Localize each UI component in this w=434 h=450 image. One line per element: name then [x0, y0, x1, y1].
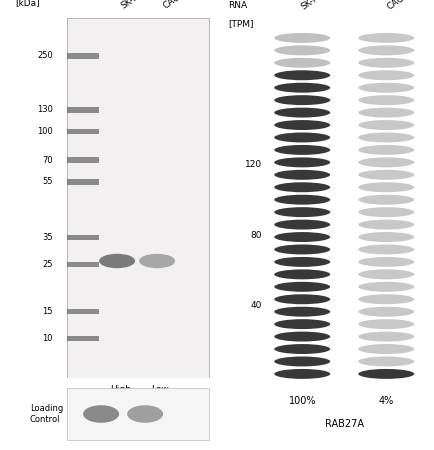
Bar — [67, 309, 99, 314]
Ellipse shape — [273, 182, 329, 192]
Ellipse shape — [273, 45, 329, 55]
Ellipse shape — [358, 257, 413, 267]
Ellipse shape — [273, 244, 329, 254]
Text: 35: 35 — [43, 233, 53, 242]
Text: High: High — [109, 385, 130, 394]
Text: [kDa]: [kDa] — [15, 0, 39, 7]
Bar — [67, 18, 209, 378]
Text: 40: 40 — [250, 301, 262, 310]
Ellipse shape — [273, 120, 329, 130]
Text: 4%: 4% — [378, 396, 393, 406]
Text: Loading
Control: Loading Control — [30, 404, 63, 424]
Ellipse shape — [273, 282, 329, 292]
Ellipse shape — [273, 195, 329, 205]
Ellipse shape — [273, 220, 329, 230]
Ellipse shape — [127, 405, 163, 423]
Text: Low: Low — [151, 385, 169, 394]
Text: 10: 10 — [43, 334, 53, 343]
Ellipse shape — [358, 182, 413, 192]
Bar — [67, 235, 99, 240]
Text: CACO-2: CACO-2 — [384, 0, 418, 12]
Ellipse shape — [273, 108, 329, 117]
Ellipse shape — [358, 70, 413, 80]
Ellipse shape — [273, 95, 329, 105]
Ellipse shape — [358, 319, 413, 329]
Bar — [67, 387, 209, 440]
Ellipse shape — [358, 369, 413, 379]
Ellipse shape — [358, 120, 413, 130]
Ellipse shape — [273, 83, 329, 93]
Bar — [67, 129, 99, 134]
Ellipse shape — [358, 170, 413, 180]
Ellipse shape — [273, 294, 329, 304]
Ellipse shape — [273, 70, 329, 80]
Ellipse shape — [139, 254, 175, 268]
Text: 100%: 100% — [288, 396, 315, 406]
Ellipse shape — [358, 158, 413, 167]
Ellipse shape — [358, 282, 413, 292]
Ellipse shape — [83, 405, 119, 423]
Text: SK-MEL-30: SK-MEL-30 — [118, 0, 162, 11]
Text: 100: 100 — [37, 127, 53, 136]
Text: RNA: RNA — [228, 1, 247, 10]
Ellipse shape — [273, 170, 329, 180]
Text: 15: 15 — [43, 307, 53, 316]
Ellipse shape — [358, 58, 413, 68]
Text: 70: 70 — [43, 156, 53, 165]
Text: CACO-2: CACO-2 — [161, 0, 195, 11]
Ellipse shape — [273, 132, 329, 143]
Ellipse shape — [273, 356, 329, 366]
Bar — [67, 336, 99, 341]
Ellipse shape — [358, 132, 413, 143]
Ellipse shape — [273, 307, 329, 317]
Ellipse shape — [358, 232, 413, 242]
Ellipse shape — [358, 220, 413, 230]
Text: 80: 80 — [250, 231, 262, 240]
Ellipse shape — [99, 254, 135, 268]
Ellipse shape — [358, 332, 413, 342]
Ellipse shape — [273, 257, 329, 267]
Text: 25: 25 — [43, 260, 53, 269]
Ellipse shape — [358, 344, 413, 354]
Ellipse shape — [358, 270, 413, 279]
Ellipse shape — [358, 33, 413, 43]
Ellipse shape — [358, 207, 413, 217]
Bar — [67, 53, 99, 58]
Text: [TPM]: [TPM] — [228, 19, 253, 28]
Ellipse shape — [358, 195, 413, 205]
Ellipse shape — [358, 45, 413, 55]
Ellipse shape — [358, 108, 413, 117]
Ellipse shape — [273, 332, 329, 342]
Bar — [67, 179, 99, 184]
Ellipse shape — [273, 270, 329, 279]
Ellipse shape — [273, 158, 329, 167]
Ellipse shape — [273, 207, 329, 217]
Ellipse shape — [273, 344, 329, 354]
Text: 55: 55 — [43, 177, 53, 186]
Text: 130: 130 — [37, 105, 53, 114]
Ellipse shape — [358, 294, 413, 304]
Ellipse shape — [273, 33, 329, 43]
Ellipse shape — [358, 307, 413, 317]
Ellipse shape — [358, 356, 413, 366]
Ellipse shape — [273, 58, 329, 68]
Bar — [67, 262, 99, 267]
Ellipse shape — [273, 369, 329, 379]
Ellipse shape — [358, 145, 413, 155]
Ellipse shape — [358, 244, 413, 254]
Ellipse shape — [358, 95, 413, 105]
Text: SK-MEL-30: SK-MEL-30 — [299, 0, 342, 12]
Bar — [67, 158, 99, 163]
Ellipse shape — [273, 232, 329, 242]
Ellipse shape — [273, 145, 329, 155]
Ellipse shape — [358, 83, 413, 93]
Text: 120: 120 — [244, 160, 262, 169]
Text: RAB27A: RAB27A — [324, 419, 363, 429]
Bar — [67, 107, 99, 112]
Ellipse shape — [273, 319, 329, 329]
Text: 250: 250 — [37, 51, 53, 60]
